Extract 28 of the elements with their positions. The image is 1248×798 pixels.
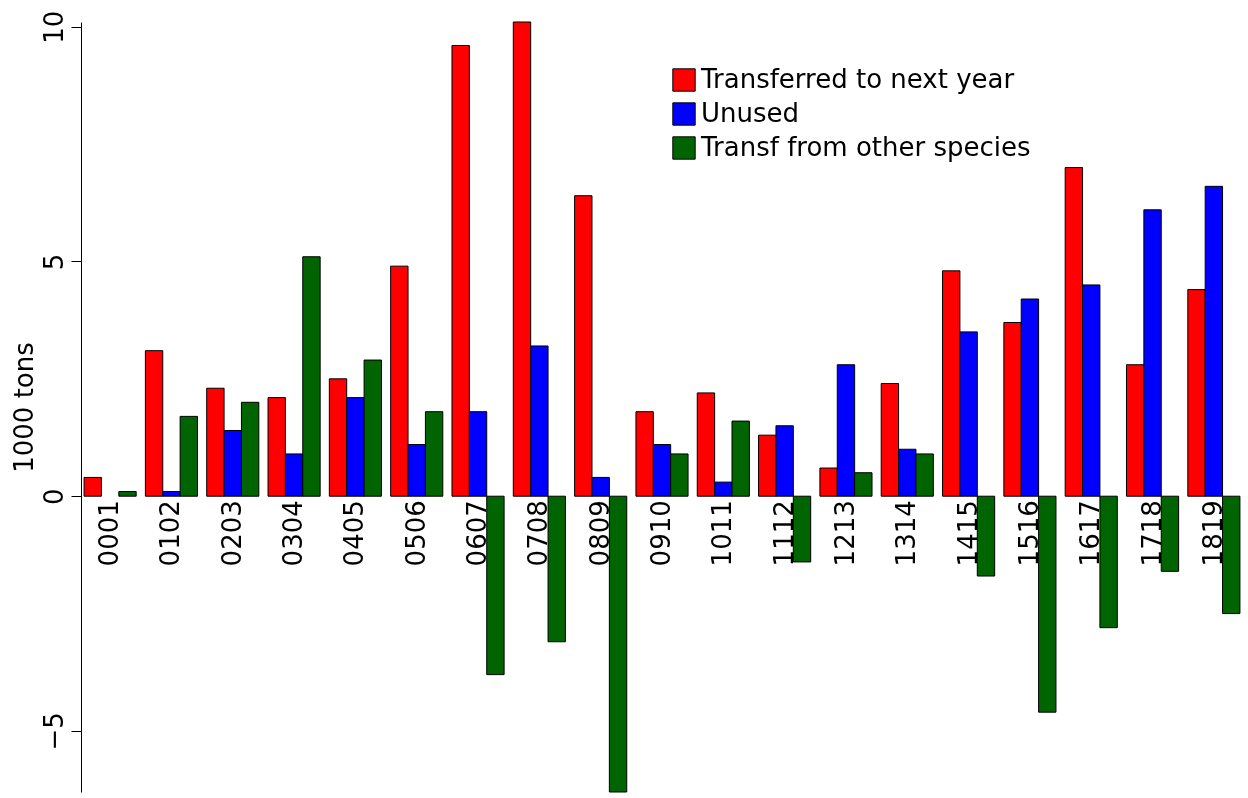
x-tick-label: 1415 — [952, 500, 983, 567]
x-tick-label: 1314 — [891, 500, 922, 567]
y-tick-label: 0 — [38, 488, 69, 505]
legend-label: Transferred to next year — [700, 64, 1015, 94]
y-tick-label: 5 — [38, 253, 69, 271]
x-tick-label: 1617 — [1075, 500, 1106, 567]
x-tick-label: 0506 — [400, 500, 431, 567]
x-tick-label: 1213 — [829, 500, 860, 567]
x-tick-label: 0809 — [584, 500, 615, 567]
bar — [118, 491, 137, 497]
legend-label: Unused — [701, 98, 800, 128]
y-tick-label: −5 — [38, 712, 69, 751]
y-axis-title: 1000 tons — [8, 342, 39, 473]
legend-label: Transf from other species — [700, 132, 1031, 162]
x-tick-label: 0910 — [646, 500, 676, 567]
x-tick-label: 0001 — [94, 500, 125, 567]
x-tick-label: 0708 — [523, 500, 554, 567]
x-tick-label: 1516 — [1013, 500, 1044, 567]
x-tick-label: 1718 — [1136, 500, 1167, 567]
x-tick-label: 0607 — [462, 500, 493, 567]
x-tick-label: 1011 — [707, 500, 738, 567]
x-tick-label: 0304 — [278, 500, 309, 567]
x-tick-label: 0405 — [339, 500, 370, 567]
y-tick-label: 10 — [38, 10, 69, 44]
x-tick-label: 1819 — [1197, 500, 1228, 567]
x-tick-label: 0203 — [216, 500, 247, 567]
x-tick-label: 0102 — [155, 500, 186, 567]
x-tick-label: 1112 — [768, 500, 799, 567]
